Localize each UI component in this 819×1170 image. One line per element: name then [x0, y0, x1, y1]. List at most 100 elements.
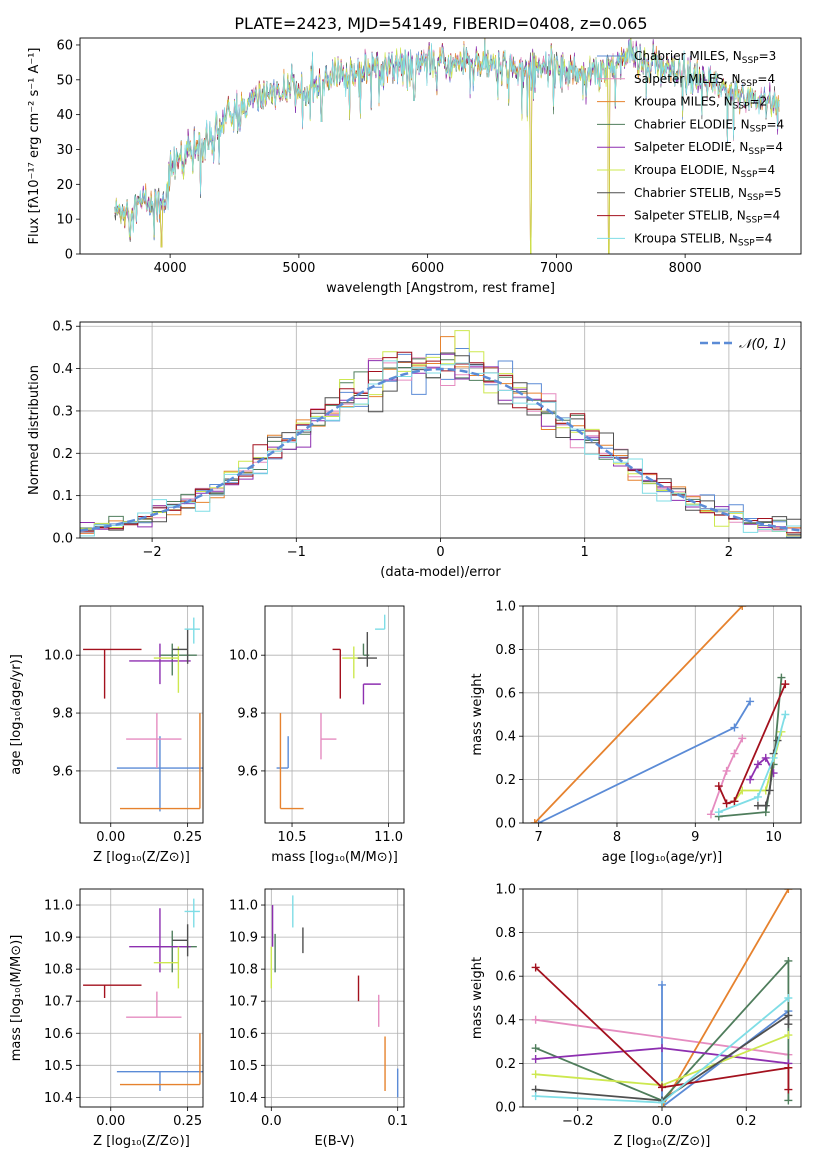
plus-marker: [531, 1092, 540, 1101]
plus-marker: [746, 775, 755, 784]
y-tick-label: 0.4: [495, 730, 516, 745]
y-tick-label: 9.6: [237, 764, 258, 779]
axes-frame: [522, 605, 802, 824]
y-tick-label: 0.5: [52, 320, 73, 335]
y-axis-label: age [log₁₀(age/yr)]: [9, 654, 24, 775]
x-tick-label: 2: [725, 545, 733, 560]
plus-marker: [531, 1015, 540, 1024]
x-axis-label: wavelength [Angstrom, rest frame]: [326, 281, 555, 296]
plus-marker: [784, 889, 793, 893]
y-tick-label: 9.8: [52, 707, 73, 722]
plus-marker: [765, 786, 774, 795]
legend-label-sub: SSP: [746, 216, 763, 226]
plus-marker: [784, 1063, 793, 1072]
legend-label-sub: SSP: [742, 56, 759, 66]
plus-marker: [777, 673, 786, 682]
plus-marker: [781, 710, 790, 719]
y-tick-label: 10.9: [44, 931, 73, 946]
plus-marker: [658, 1083, 666, 1092]
age-vs-mass-points: [276, 614, 386, 810]
y-tick-label: 0.0: [495, 1101, 516, 1116]
legend-label-suffix: =5: [764, 186, 782, 200]
y-tick-label: 10.7: [229, 995, 258, 1010]
x-tick-label: 11.0: [374, 830, 403, 845]
plus-marker: [531, 1070, 540, 1079]
legend-label: Kroupa MILES, NSSP=2: [634, 95, 767, 112]
x-tick-label: 6000: [411, 261, 444, 276]
plus-marker: [746, 697, 755, 706]
plus-marker: [738, 734, 747, 743]
x-axis-label: E(B-V): [314, 1134, 354, 1149]
y-tick-label: 0.2: [52, 447, 73, 462]
mass-vs-Z-panel: 0.00 0.25 10.4 10.5 10.6 10.7 10.8 10.9 11.0 Z [l…: [9, 888, 204, 1149]
y-tick-label: 0.3: [52, 404, 73, 419]
legend-label-sub: SSP: [741, 170, 758, 180]
plus-marker: [784, 1031, 793, 1040]
mass-weight-vs-Z-lines: [531, 889, 793, 1107]
legend-label-text: Kroupa STELIB, N: [634, 231, 738, 245]
y-tick-label: 0.4: [52, 362, 73, 377]
series-line-1: [535, 1018, 789, 1056]
legend-label-suffix: =4: [755, 231, 773, 245]
legend-label-suffix: =3: [759, 49, 777, 63]
x-tick-label: 0.00: [96, 1114, 125, 1129]
legend-label-text: Chabrier MILES, N: [634, 49, 742, 63]
x-tick-label: 10: [765, 830, 782, 845]
plus-marker: [738, 606, 747, 610]
plus-marker: [761, 753, 770, 762]
y-tick-label: 0.4: [495, 1013, 516, 1028]
plus-marker: [530, 819, 539, 823]
plus-marker: [784, 956, 793, 965]
x-tick-label: 0.0: [652, 1114, 673, 1129]
plus-marker: [722, 799, 731, 808]
plus-marker: [781, 680, 790, 689]
legend-label-text: Salpeter MILES, N: [634, 72, 741, 86]
y-tick-label: 10.7: [44, 995, 73, 1010]
legend-label-sub: SSP: [748, 147, 765, 157]
x-tick-label: 0.1: [387, 1114, 408, 1129]
mass-vs-ebv-panel: 0.0 0.1 10.4 10.5 10.6 10.7 10.8 10.9 11.0 E(B-V): [229, 888, 408, 1149]
axes-frame: [79, 37, 802, 255]
x-axis-label: mass [log₁₀(M/M⊙)]: [271, 850, 398, 865]
legend-label-sub: SSP: [733, 102, 750, 112]
y-tick-label: 11.0: [44, 899, 73, 914]
legend-label-suffix: =4: [757, 163, 775, 177]
y-tick-label: 10.0: [229, 649, 258, 664]
legend-label: Salpeter MILES, NSSP=4: [634, 72, 775, 89]
histogram-panel: −2 −1 0 1 2 0.0 0.1 0.2 0.3 0.4 0.5 (data-model)/er…: [27, 320, 802, 580]
x-tick-label: 5000: [282, 261, 315, 276]
plus-marker: [730, 749, 739, 758]
figure-title: PLATE=2423, MJD=54149, FIBERID=0408, z=0…: [234, 14, 647, 33]
plus-marker: [531, 1055, 540, 1064]
y-tick-label: 0.0: [52, 532, 73, 547]
series-line-3: [535, 958, 790, 1102]
legend-label-suffix: =2: [750, 95, 768, 109]
legend-label: Salpeter STELIB, NSSP=4: [634, 209, 780, 226]
panels: 4000 5000 6000 7000 80000102030405060wavelen…: [9, 37, 802, 1149]
x-tick-label: 1: [581, 545, 589, 560]
mass-weight-vs-Z-panel: −0.2 0.0 0.2 0.0 0.2 0.4 0.6 0.8 1.0 Z [log₁₀(Z/Z…: [470, 883, 802, 1149]
plus-marker: [658, 1098, 666, 1107]
age-vs-mass-panel: 10.5 11.0 9.6 9.8 10.0 mass [log₁₀(M/M⊙)]: [229, 605, 405, 865]
plus-marker: [534, 819, 543, 823]
series-line-2: [534, 606, 743, 823]
legend-label: Chabrier MILES, NSSP=3: [634, 49, 776, 66]
plus-marker: [784, 1020, 793, 1029]
y-tick-label: 1.0: [495, 600, 516, 615]
series-line-2: [661, 889, 790, 1107]
y-tick-label: 9.6: [52, 764, 73, 779]
axes-frame: [79, 605, 204, 824]
legend-label: Chabrier ELODIE, NSSP=4: [634, 117, 784, 134]
x-tick-label: 0.00: [96, 830, 125, 845]
y-tick-label: 0.0: [495, 817, 516, 832]
series-line-8: [718, 714, 787, 813]
plus-marker: [784, 1011, 793, 1020]
mass-vs-Z-points: [83, 898, 203, 1091]
plus-marker: [761, 801, 770, 810]
axes-frame: [264, 888, 405, 1108]
y-tick-label: 10.8: [229, 963, 258, 978]
legend-label-text: Salpeter ELODIE, N: [634, 140, 748, 154]
x-tick-label: 0.2: [736, 1114, 757, 1129]
y-tick-label: 0.6: [495, 686, 516, 701]
